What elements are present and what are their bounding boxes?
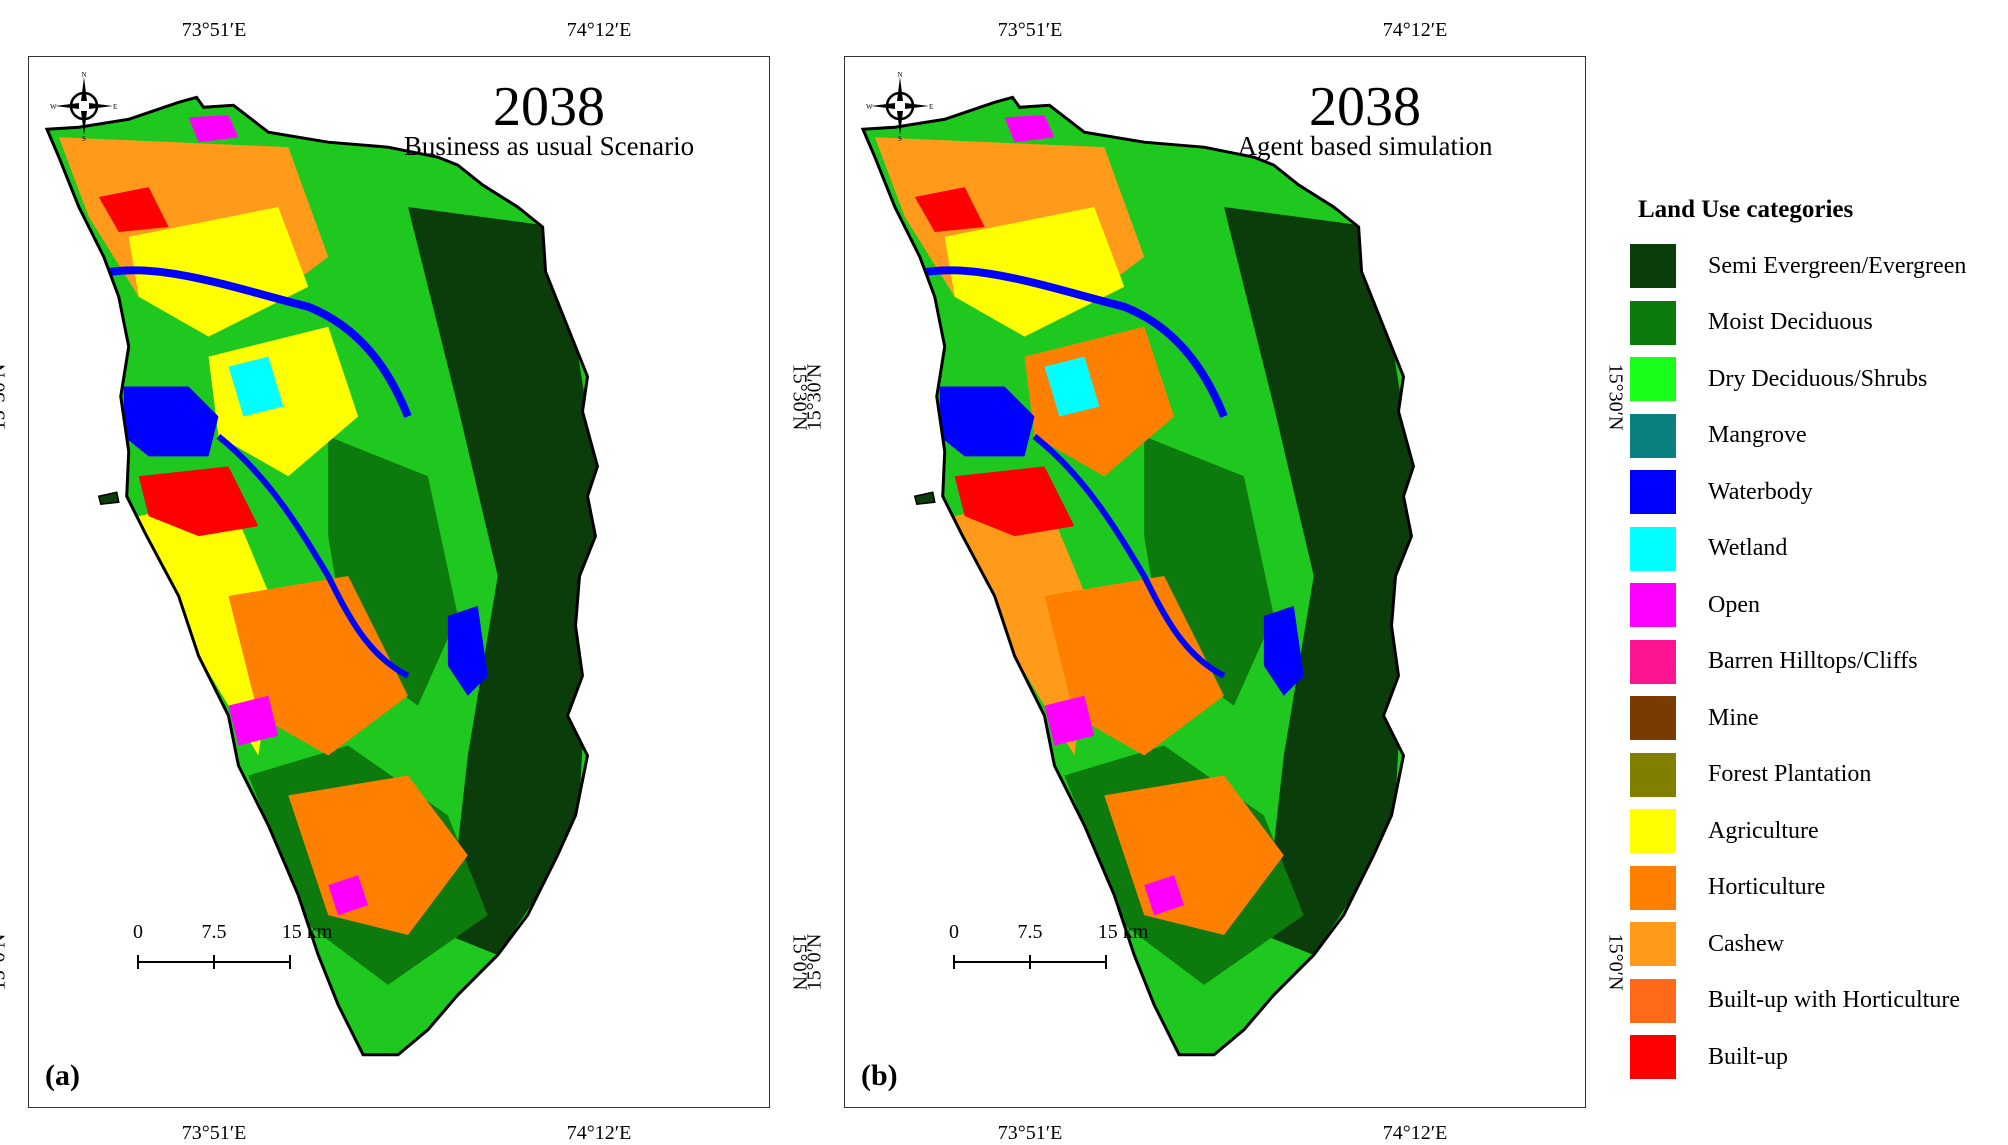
legend-swatch [1630,752,1676,797]
legend-label: Waterbody [1708,478,1813,505]
legend-label: Agriculture [1708,817,1819,844]
legend-swatch [1630,470,1676,515]
lon-label-top-right: 74°12′E [1382,19,1448,41]
legend-item: Moist Deciduous [1630,295,2008,352]
panel-b-subtitle: Agent based simulation [1237,131,1493,161]
compass-s: S [82,135,86,141]
legend-swatch [1630,696,1676,741]
panel-b-label: (b) [861,1059,898,1092]
scale-tick-0: 0 [949,921,959,943]
legend-item: Mine [1630,690,2008,747]
lon-label-top-left: 73°51′E [997,19,1063,41]
compass-e: E [113,103,117,111]
north-arrow-icon: N S W E [50,71,117,141]
north-arrow-icon: N S W E [866,71,933,141]
legend-label: Wetland [1708,535,1788,562]
legend-item: Horticulture [1630,860,2008,917]
legend-label: Horticulture [1708,874,1826,901]
scale-tick-mark [213,955,215,969]
compass-e: E [929,103,933,111]
legend-swatch [1630,526,1676,571]
legend-swatch [1630,300,1676,345]
legend-item: Agriculture [1630,803,2008,860]
legend-swatch [1630,922,1676,967]
land-use-map-a [45,95,599,1057]
legend-item: Built-up with Horticulture [1630,973,2008,1030]
scale-tick-0: 0 [133,921,143,943]
lat-label-left-upper: 15°30′N [0,363,10,431]
scale-tick-7-5: 7.5 [1017,921,1043,943]
scale-tick-15: 15 km [1097,921,1149,943]
legend-item: Forest Plantation [1630,747,2008,804]
scale-tick-15: 15 km [281,921,333,943]
compass-n: N [81,71,86,79]
legend-item: Mangrove [1630,408,2008,465]
legend-swatch [1630,357,1676,402]
lat-label-left-lower: 15°0′N [0,933,10,991]
panel-a-label: (a) [45,1059,80,1092]
legend-label: Built-up with Horticulture [1708,987,1960,1014]
panel-b-year: 2038 [1309,76,1421,138]
legend-swatch [1630,639,1676,684]
legend-items: Semi Evergreen/Evergreen Moist Deciduous D… [1630,238,2008,1086]
lon-label-bottom-right: 74°12′E [1382,1122,1448,1144]
scale-bar-b: 0 7.5 15 km [949,921,1153,977]
scale-tick-7-5: 7.5 [201,921,227,943]
legend-swatch [1630,809,1676,854]
map-panel-a: 73°51′E 74°12′E 73°51′E 74°12′E 15°30′N … [0,19,811,1144]
legend-label: Built-up [1708,1043,1789,1070]
legend-label: Cashew [1708,930,1784,957]
legend-item: Waterbody [1630,464,2008,521]
legend-swatch [1630,1035,1676,1080]
legend-swatch [1630,413,1676,458]
scale-tick-mark [289,955,291,969]
lon-label-top-right: 74°12′E [566,19,632,41]
legend-item: Built-up [1630,1029,2008,1086]
lon-label-bottom-left: 73°51′E [997,1122,1063,1144]
lat-label-left-upper: 15°30′N [803,363,826,431]
legend-item: Dry Deciduous/Shrubs [1630,351,2008,408]
lat-label-right-upper: 15°30′N [1604,363,1627,431]
legend-title: Land Use categories [1638,196,1854,223]
compass-s: S [898,135,902,141]
legend-swatch [1630,865,1676,910]
legend-label: Mangrove [1708,422,1807,449]
legend-label: Barren Hilltops/Cliffs [1708,648,1918,675]
lat-label-right-lower: 15°0′N [1604,933,1627,991]
lon-label-bottom-right: 74°12′E [566,1122,632,1144]
lat-label-left-lower: 15°0′N [803,933,826,991]
legend-swatch [1630,978,1676,1023]
lon-label-bottom-left: 73°51′E [181,1122,247,1144]
map-panel-b: 73°51′E 74°12′E 73°51′E 74°12′E 15°30′N … [804,19,1627,1144]
legend: Land Use categories Semi Evergreen/Everg… [1630,196,2008,1086]
legend-item: Open [1630,577,2008,634]
legend-swatch [1630,583,1676,628]
panel-a-subtitle: Business as usual Scenario [403,131,695,161]
compass-n: N [897,71,902,79]
compass-w: W [866,103,873,111]
lon-label-top-left: 73°51′E [181,19,247,41]
legend-label: Open [1708,591,1760,618]
scale-bar-a: 0 7.5 15 km [133,921,337,977]
legend-label: Forest Plantation [1708,761,1872,788]
legend-item: Cashew [1630,916,2008,973]
compass-w: W [50,103,57,111]
legend-item: Semi Evergreen/Evergreen [1630,238,2008,295]
panel-a-year: 2038 [493,76,605,138]
scale-tick-mark [1029,955,1031,969]
scale-tick-mark [953,955,955,969]
legend-item: Barren Hilltops/Cliffs [1630,634,2008,691]
scale-tick-mark [137,955,139,969]
scale-tick-mark [1105,955,1107,969]
legend-label: Semi Evergreen/Evergreen [1708,252,1967,279]
legend-label: Moist Deciduous [1708,309,1873,336]
land-use-map-b [861,95,1415,1057]
legend-swatch [1630,244,1676,289]
legend-label: Dry Deciduous/Shrubs [1708,365,1928,392]
legend-label: Mine [1708,704,1759,731]
legend-item: Wetland [1630,521,2008,578]
